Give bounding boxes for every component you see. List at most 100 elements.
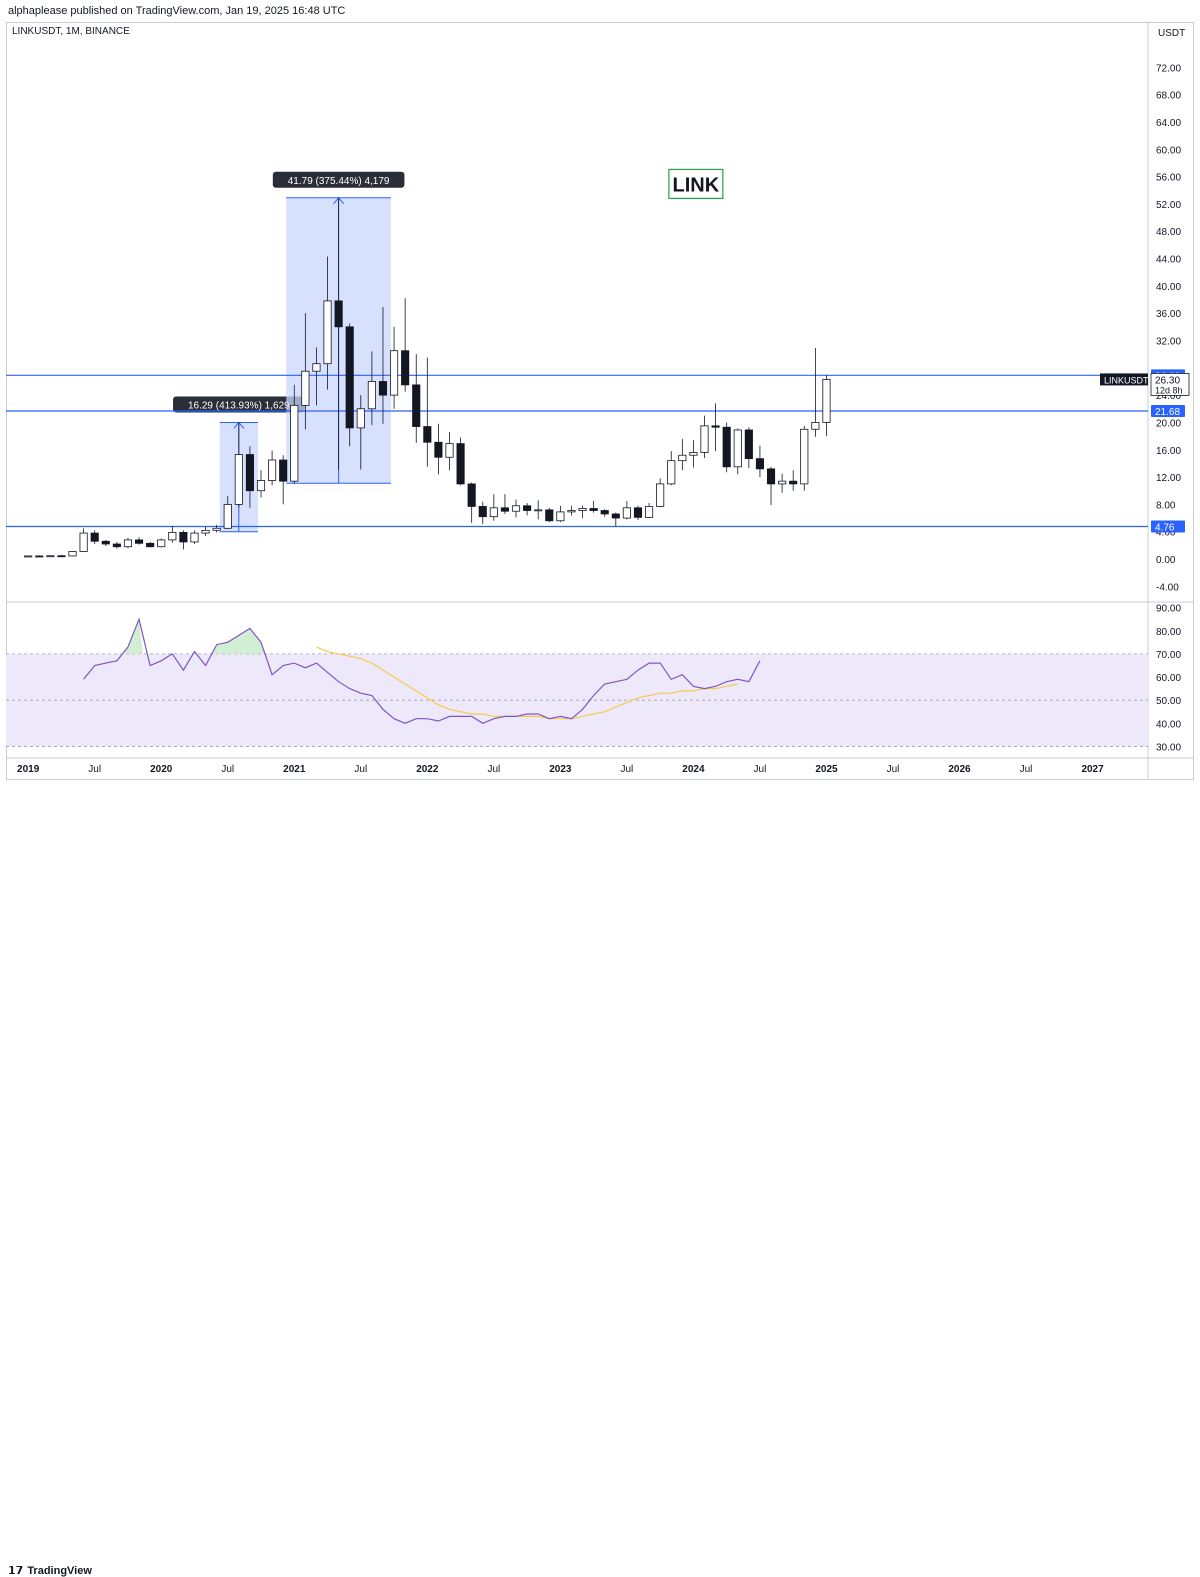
candle-body[interactable] — [611, 513, 620, 519]
candle-body[interactable] — [312, 363, 321, 372]
candle-body[interactable] — [24, 555, 33, 558]
chart-frame — [6, 22, 1194, 780]
candle-body[interactable] — [389, 350, 399, 396]
candle-body[interactable] — [334, 300, 343, 328]
candle-body[interactable] — [500, 507, 509, 512]
candle-body[interactable] — [434, 441, 443, 458]
candle-body[interactable] — [401, 350, 410, 386]
time-tick-label: Jul — [487, 764, 500, 775]
candle-body[interactable] — [101, 540, 110, 545]
price-tick-label: 20.00 — [1156, 418, 1181, 429]
candle-body[interactable] — [467, 483, 476, 507]
candle-body[interactable] — [511, 505, 521, 512]
header-bar: alphaplease published on TradingView.com… — [0, 0, 1200, 22]
candle-body[interactable] — [778, 480, 787, 485]
price-tick-label: 72.00 — [1156, 63, 1181, 74]
candle-body[interactable] — [90, 532, 99, 542]
time-tick-label: Jul — [1020, 764, 1033, 775]
candle-body[interactable] — [755, 458, 765, 470]
candle-body[interactable] — [733, 429, 742, 468]
candle-body[interactable] — [234, 454, 243, 505]
candle-body[interactable] — [556, 511, 565, 522]
candle-body[interactable] — [201, 529, 210, 534]
candle-body[interactable] — [223, 503, 232, 529]
candle-body[interactable] — [722, 426, 731, 468]
candle-body[interactable] — [423, 426, 432, 443]
price-tick-label: 8.00 — [1156, 500, 1176, 511]
candle-body[interactable] — [689, 452, 698, 456]
candle-body[interactable] — [800, 428, 809, 485]
candle-body[interactable] — [589, 508, 598, 511]
candle-body[interactable] — [301, 370, 310, 406]
candle-body[interactable] — [744, 429, 753, 460]
candle-body[interactable] — [57, 555, 66, 558]
candle-body[interactable] — [345, 326, 354, 429]
time-tick-label: Jul — [221, 764, 234, 775]
measure-label: 41.79 (375.44%) 4,179 — [288, 176, 390, 187]
candle-body[interactable] — [356, 408, 365, 429]
candle-body[interactable] — [279, 459, 288, 482]
title-box — [668, 168, 724, 200]
candle-body[interactable] — [212, 527, 221, 531]
symbol-price-tag — [1100, 373, 1148, 386]
candle-body[interactable] — [168, 531, 177, 541]
candle-body[interactable] — [811, 422, 820, 430]
time-tick-label: 2024 — [682, 764, 705, 775]
candle-body[interactable] — [68, 551, 77, 557]
tradingview-logo: 𝟭𝟳 TradingView — [8, 1564, 92, 1577]
candle-body[interactable] — [456, 443, 465, 485]
published-caption: alphaplease published on TradingView.com… — [8, 5, 346, 17]
candle-body[interactable] — [700, 425, 709, 453]
candle-body[interactable] — [445, 443, 454, 458]
candle-body[interactable] — [578, 508, 587, 511]
candle-body[interactable] — [123, 539, 133, 548]
time-tick-label: Jul — [620, 764, 633, 775]
candle-body[interactable] — [545, 509, 554, 522]
candle-body[interactable] — [523, 505, 532, 511]
candle-body[interactable] — [633, 507, 643, 518]
candle-body[interactable] — [656, 483, 665, 507]
candle-body[interactable] — [290, 404, 299, 482]
candle-body[interactable] — [268, 459, 277, 481]
footer-bar: 𝟭𝟳 TradingView — [0, 780, 1200, 1577]
candle-body[interactable] — [256, 480, 266, 492]
candle-body[interactable] — [822, 379, 831, 423]
price-tick-label: 44.00 — [1156, 255, 1181, 266]
candle-body[interactable] — [134, 539, 144, 544]
candle-body[interactable] — [245, 454, 254, 492]
candle-body[interactable] — [711, 425, 720, 428]
price-tick-label: 16.00 — [1156, 446, 1181, 457]
candlestick-chart[interactable]: 16.29 (413.93%) 1,629 41.79 (375.44%) 4,1… — [0, 0, 1200, 802]
hline-price-tag — [1151, 404, 1185, 417]
price-tick-label: 68.00 — [1156, 91, 1181, 102]
candle-body[interactable] — [534, 509, 543, 512]
candle-body[interactable] — [645, 506, 654, 518]
time-tick-label: 2025 — [815, 764, 838, 775]
candle-body[interactable] — [378, 381, 388, 396]
candle-body[interactable] — [667, 460, 676, 485]
candle-body[interactable] — [789, 480, 798, 485]
candle-body[interactable] — [146, 542, 155, 548]
candle-body[interactable] — [367, 381, 376, 410]
candle-body[interactable] — [35, 555, 44, 558]
candle-body[interactable] — [766, 468, 776, 485]
candle-body[interactable] — [600, 510, 609, 515]
candle-body[interactable] — [79, 532, 88, 552]
candle-body[interactable] — [678, 454, 687, 462]
candle-body[interactable] — [567, 510, 576, 513]
time-tick-label: Jul — [354, 764, 367, 775]
candle-body[interactable] — [489, 507, 498, 518]
candle-body[interactable] — [179, 531, 188, 543]
measure-label-box — [272, 171, 405, 188]
candle-body[interactable] — [323, 300, 332, 365]
price-tick-label: 60.00 — [1156, 145, 1181, 156]
candle-body[interactable] — [190, 532, 199, 543]
time-tick-label: Jul — [88, 764, 101, 775]
rsi-overbought-fill — [212, 628, 266, 654]
candle-body[interactable] — [412, 384, 421, 427]
candle-body[interactable] — [622, 507, 631, 519]
candle-body[interactable] — [478, 506, 487, 518]
candle-body[interactable] — [112, 543, 121, 548]
candle-body[interactable] — [157, 539, 166, 548]
candle-body[interactable] — [46, 555, 55, 558]
